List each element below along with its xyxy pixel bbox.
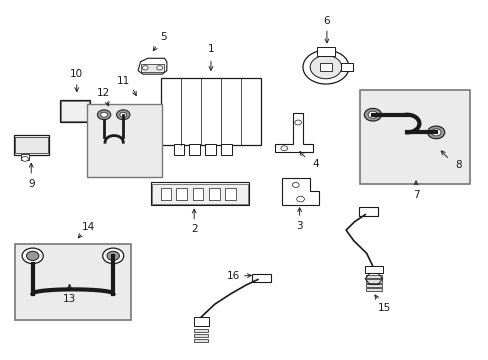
Text: 9: 9 xyxy=(28,179,35,189)
Bar xyxy=(320,63,331,71)
Circle shape xyxy=(97,110,111,120)
Circle shape xyxy=(303,50,348,84)
Circle shape xyxy=(430,129,440,136)
Bar xyxy=(365,279,381,283)
Bar xyxy=(208,188,219,201)
Bar xyxy=(360,90,469,184)
Text: 2: 2 xyxy=(190,224,197,234)
Bar xyxy=(364,266,382,274)
Bar xyxy=(189,144,200,154)
Text: 16: 16 xyxy=(226,271,239,281)
Bar xyxy=(60,100,90,122)
Text: 4: 4 xyxy=(311,159,318,169)
Text: 14: 14 xyxy=(82,221,95,231)
Circle shape xyxy=(367,111,377,118)
Circle shape xyxy=(309,55,341,79)
Bar xyxy=(16,137,47,153)
Circle shape xyxy=(292,183,299,188)
Polygon shape xyxy=(281,178,319,206)
Circle shape xyxy=(21,156,28,161)
Circle shape xyxy=(107,251,119,260)
Circle shape xyxy=(26,251,39,260)
Text: 7: 7 xyxy=(412,190,419,200)
Text: 6: 6 xyxy=(323,15,329,26)
Circle shape xyxy=(427,126,444,139)
Bar xyxy=(160,188,171,201)
Circle shape xyxy=(280,146,287,151)
Bar xyxy=(365,275,381,278)
Bar xyxy=(87,104,162,177)
Bar xyxy=(317,47,334,56)
Bar xyxy=(140,64,164,72)
Circle shape xyxy=(102,248,123,264)
Bar xyxy=(365,284,381,287)
Polygon shape xyxy=(138,58,166,74)
Bar xyxy=(252,274,271,282)
Circle shape xyxy=(142,66,148,70)
Text: 1: 1 xyxy=(207,45,214,54)
Bar xyxy=(194,334,208,337)
Circle shape xyxy=(157,66,162,70)
Circle shape xyxy=(296,196,304,202)
Bar xyxy=(194,329,208,332)
Text: 3: 3 xyxy=(296,221,302,231)
Bar xyxy=(358,207,377,216)
Bar xyxy=(221,144,231,154)
Bar xyxy=(225,188,235,201)
Polygon shape xyxy=(275,113,312,153)
Bar xyxy=(176,188,186,201)
Bar xyxy=(152,184,247,204)
Bar xyxy=(341,63,352,71)
Bar xyxy=(194,339,208,342)
Text: 13: 13 xyxy=(63,294,76,304)
Bar xyxy=(16,243,131,320)
Circle shape xyxy=(101,112,107,117)
Circle shape xyxy=(116,110,130,120)
Bar xyxy=(151,183,249,206)
Circle shape xyxy=(120,112,126,117)
Text: 15: 15 xyxy=(377,303,390,313)
Bar xyxy=(160,78,261,145)
Bar xyxy=(14,135,49,154)
Bar xyxy=(365,288,381,291)
Bar xyxy=(61,100,89,121)
Text: 10: 10 xyxy=(70,69,83,79)
Bar xyxy=(193,317,208,326)
Bar xyxy=(173,144,184,154)
Bar xyxy=(205,144,215,154)
Circle shape xyxy=(22,248,43,264)
Circle shape xyxy=(364,108,381,121)
Circle shape xyxy=(294,120,301,125)
Bar xyxy=(21,154,29,160)
Text: 12: 12 xyxy=(96,87,109,98)
Text: 8: 8 xyxy=(454,160,461,170)
Text: 5: 5 xyxy=(161,32,167,42)
Text: 11: 11 xyxy=(117,76,130,86)
Bar xyxy=(192,188,203,201)
